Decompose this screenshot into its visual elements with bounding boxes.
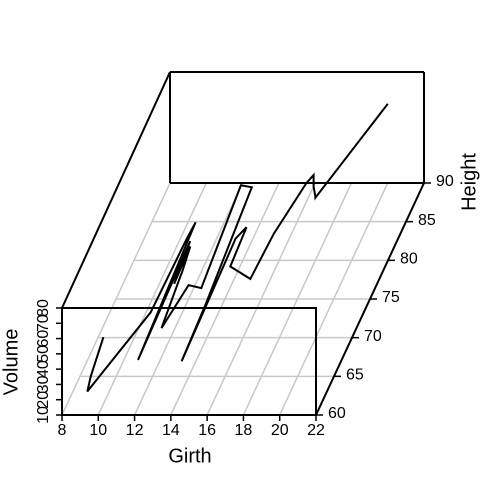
x-tick-label: 8 — [58, 422, 67, 439]
y-axis-label: Height — [458, 153, 480, 211]
box-edge — [61, 71, 171, 309]
x-tick-label: 16 — [198, 422, 216, 439]
y-tick-label: 60 — [328, 405, 346, 422]
y-tick-label: 75 — [382, 289, 400, 306]
z-tick-label: 30 — [35, 375, 52, 393]
x-tick-label: 10 — [89, 422, 107, 439]
x-axis-label: Girth — [168, 445, 211, 467]
x-tick-label: 22 — [307, 422, 325, 439]
y-tick-label: 80 — [400, 251, 418, 268]
z-tick-label: 50 — [35, 345, 52, 363]
z-tick-label: 70 — [35, 314, 52, 332]
y-tick-label: 65 — [346, 367, 364, 384]
y-tick-label: 90 — [436, 173, 454, 190]
z-tick-label: 20 — [35, 391, 52, 409]
x-tick-label: 14 — [162, 422, 180, 439]
front-box — [61, 307, 317, 416]
z-tick-label: 10 — [35, 406, 52, 424]
x-tick-label: 20 — [271, 422, 289, 439]
z-axis-label: Volume — [0, 329, 22, 396]
z-tick-label: 40 — [35, 360, 52, 378]
z-tick-label: 60 — [35, 330, 52, 348]
data-line — [86, 103, 389, 393]
y-tick-label: 70 — [364, 328, 382, 345]
y-tick-label: 85 — [418, 212, 436, 229]
x-tick-label: 12 — [126, 422, 144, 439]
x-tick-label: 18 — [235, 422, 253, 439]
z-tick-label: 80 — [35, 299, 52, 317]
